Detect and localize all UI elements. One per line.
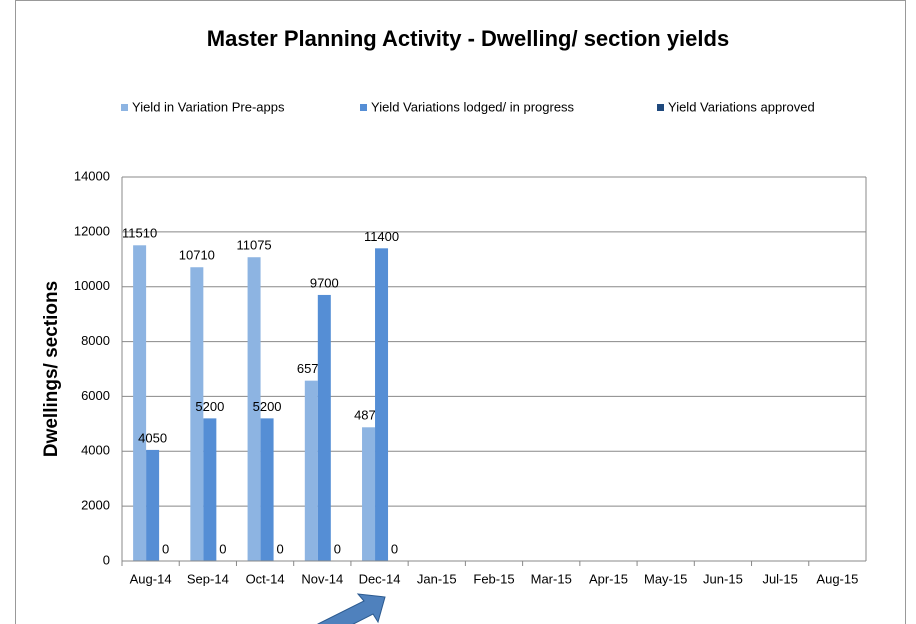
bar [260,418,274,561]
legend-swatch [360,104,367,111]
bar [375,248,389,562]
legend-label: Yield in Variation Pre-apps [132,99,285,114]
data-label: 10710 [179,248,215,263]
chart-border [15,0,906,624]
x-tick-label: Nov-14 [301,571,343,586]
x-tick-label: Sep-14 [187,571,229,586]
data-label: 11075 [236,238,271,253]
data-label: 9700 [310,275,339,290]
pointer-arrow [317,593,386,624]
data-label: 5200 [195,399,224,414]
x-tick-label: May-15 [644,571,687,586]
x-tick-label: Jul-15 [762,571,797,586]
x-tick-label: Aug-15 [816,571,858,586]
x-tick-label: Apr-15 [589,571,628,586]
legend-label: Yield Variations approved [668,99,815,114]
x-tick-label: Aug-14 [130,571,172,586]
data-label: 0 [391,541,398,556]
bar [317,294,331,561]
y-tick-label: 0 [103,552,110,567]
y-tick-label: 2000 [81,498,110,513]
legend-label: Yield Variations lodged/ in progress [371,99,575,114]
legend-swatch [657,104,664,111]
chart-title: Master Planning Activity - Dwelling/ sec… [207,26,729,51]
y-axis-label: Dwellings/ sections [41,281,62,457]
data-label: 5200 [253,399,282,414]
x-tick-label: Feb-15 [473,571,514,586]
bar [304,380,318,561]
y-tick-label: 6000 [81,388,110,403]
bar [190,267,204,561]
y-tick-label: 14000 [74,168,110,183]
x-tick-label: Oct-14 [246,571,285,586]
data-label: 0 [276,541,283,556]
y-tick-label: 10000 [74,278,110,293]
data-label: 11510 [122,226,157,241]
y-tick-label: 12000 [74,223,110,238]
y-tick-label: 8000 [81,333,110,348]
data-label: 11400 [364,229,399,244]
x-tick-label: Dec-14 [359,571,401,586]
data-label: 0 [162,541,169,556]
bar [247,257,261,561]
bar [133,245,147,561]
x-tick-label: Jan-15 [417,571,457,586]
bar [362,427,376,561]
x-tick-label: Jun-15 [703,571,743,586]
legend-swatch [121,104,128,111]
data-label: 0 [219,541,226,556]
bar [203,418,217,561]
bar [146,449,160,561]
data-label: 4050 [138,430,167,445]
data-label: 0 [334,541,341,556]
y-tick-label: 4000 [81,443,110,458]
x-tick-label: Mar-15 [531,571,572,586]
